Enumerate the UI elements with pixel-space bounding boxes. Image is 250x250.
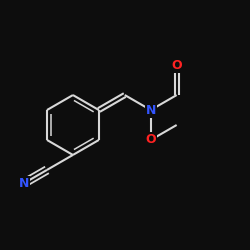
Text: O: O: [171, 58, 182, 71]
Text: O: O: [146, 134, 156, 146]
Text: N: N: [146, 104, 156, 117]
Text: N: N: [18, 177, 29, 190]
